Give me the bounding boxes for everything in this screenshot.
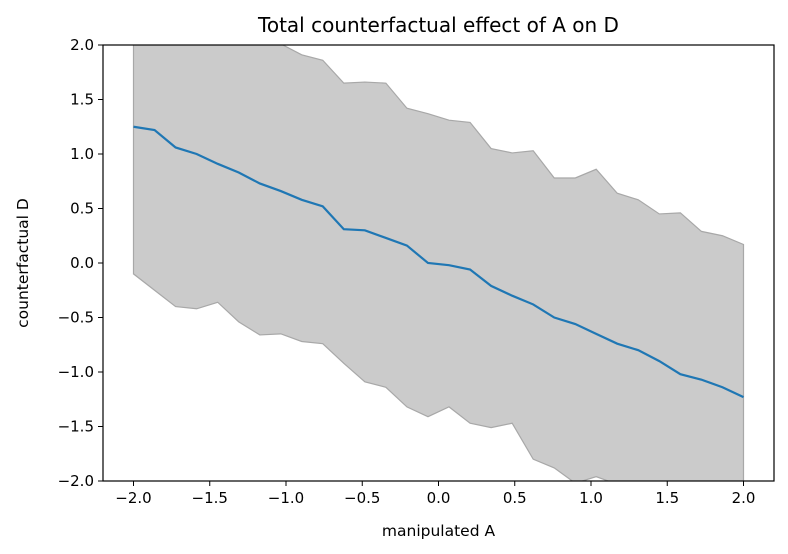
y-tick-label: 0.5 xyxy=(70,200,94,218)
x-tick-label: 1.5 xyxy=(655,489,679,507)
x-axis: −2.0 −1.5 −1.0 −0.5 0.0 0.5 1.0 1.5 2.0 xyxy=(115,481,755,507)
chart-title: Total counterfactual effect of A on D xyxy=(257,13,619,37)
x-tick-label: 2.0 xyxy=(732,489,756,507)
y-tick-label: −2.0 xyxy=(58,472,94,490)
y-tick-label: 2.0 xyxy=(70,36,94,54)
y-axis-label: counterfactual D xyxy=(14,198,32,328)
plot-area xyxy=(132,45,745,481)
y-tick-label: −1.0 xyxy=(58,363,94,381)
x-tick-label: −2.0 xyxy=(115,489,151,507)
x-tick-label: −1.5 xyxy=(192,489,228,507)
x-tick-label: 0.0 xyxy=(427,489,451,507)
y-tick-label: 1.5 xyxy=(70,91,94,109)
mean-line xyxy=(133,125,744,399)
y-tick-label: −0.5 xyxy=(58,309,94,327)
x-tick-label: 0.5 xyxy=(503,489,527,507)
y-tick-label: −1.5 xyxy=(58,418,94,436)
y-tick-label: 1.0 xyxy=(70,145,94,163)
x-tick-label: −1.0 xyxy=(268,489,304,507)
x-tick-label: 1.0 xyxy=(579,489,603,507)
x-tick-label: −0.5 xyxy=(344,489,380,507)
y-axis: −2.0 −1.5 −1.0 −0.5 0.0 0.5 1.0 1.5 2.0 xyxy=(58,36,103,490)
y-tick-label: 0.0 xyxy=(70,254,94,272)
x-axis-label: manipulated A xyxy=(382,522,496,540)
